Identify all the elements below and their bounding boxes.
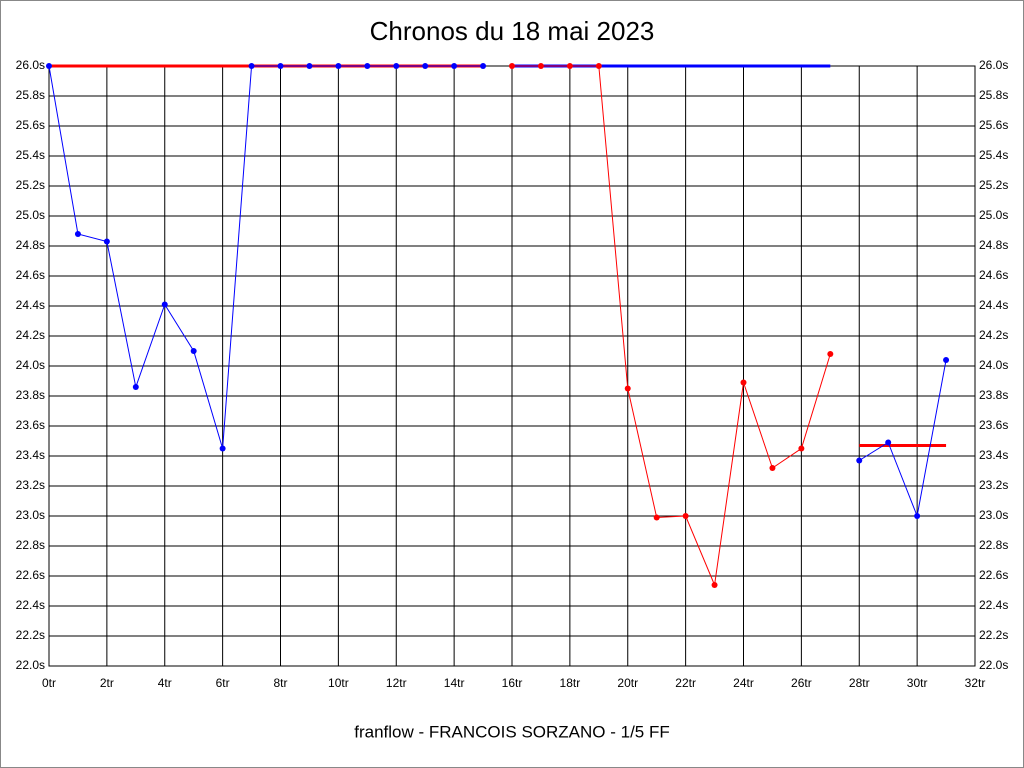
point xyxy=(451,63,458,69)
point xyxy=(306,63,313,69)
point xyxy=(769,465,776,471)
x-tick-label: 26tr xyxy=(791,676,812,690)
y-tick-label: 25.4s xyxy=(16,148,45,162)
x-tick-label: 32tr xyxy=(965,676,986,690)
point xyxy=(798,445,805,452)
x-tick-label: 18tr xyxy=(560,676,581,690)
x-tick-label: 10tr xyxy=(328,676,349,690)
y-tick-label: 24.8s xyxy=(16,238,45,252)
x-tick-label: 14tr xyxy=(444,676,465,690)
y2-tick-label: 25.4s xyxy=(979,148,1008,162)
y-tick-label: 22.2s xyxy=(16,628,45,642)
chart-footer: franflow - FRANCOIS SORZANO - 1/5 FF xyxy=(354,722,670,741)
point xyxy=(537,63,544,69)
chart-title: Chronos du 18 mai 2023 xyxy=(370,16,655,46)
point xyxy=(885,439,892,446)
point xyxy=(277,63,284,69)
y-tick-label: 24.4s xyxy=(16,298,45,312)
x-tick-label: 28tr xyxy=(849,676,870,690)
point xyxy=(711,582,718,588)
y2-tick-label: 23.2s xyxy=(979,478,1008,492)
y-tick-label: 24.2s xyxy=(16,328,45,342)
point xyxy=(624,385,631,392)
point xyxy=(480,63,487,69)
point xyxy=(653,514,660,521)
point xyxy=(132,384,139,390)
point xyxy=(248,63,255,69)
x-tick-label: 6tr xyxy=(216,676,230,690)
point xyxy=(364,63,371,69)
y-tick-label: 22.0s xyxy=(16,658,45,672)
x-tick-label: 4tr xyxy=(158,676,172,690)
point xyxy=(740,379,747,386)
x-tick-label: 20tr xyxy=(617,676,638,690)
y-tick-label: 25.0s xyxy=(16,208,45,222)
point xyxy=(566,63,573,69)
y-tick-label: 25.6s xyxy=(16,118,45,132)
y2-tick-label: 24.2s xyxy=(979,328,1008,342)
y2-tick-label: 22.4s xyxy=(979,598,1008,612)
y-tick-label: 23.8s xyxy=(16,388,45,402)
y2-tick-label: 25.2s xyxy=(979,178,1008,192)
point xyxy=(393,63,400,69)
y2-tick-label: 23.6s xyxy=(979,418,1008,432)
point xyxy=(103,238,110,245)
y-tick-label: 22.4s xyxy=(16,598,45,612)
point xyxy=(856,457,863,464)
y-tick-label: 25.2s xyxy=(16,178,45,192)
y2-tick-label: 23.0s xyxy=(979,508,1008,522)
x-tick-label: 16tr xyxy=(502,676,523,690)
y-tick-label: 26.0s xyxy=(16,58,45,72)
y2-tick-label: 22.0s xyxy=(979,658,1008,672)
x-tick-label: 0tr xyxy=(42,676,56,690)
y-tick-label: 23.0s xyxy=(16,508,45,522)
y2-tick-label: 25.0s xyxy=(979,208,1008,222)
y-tick-label: 23.4s xyxy=(16,448,45,462)
point xyxy=(74,231,81,237)
x-tick-label: 22tr xyxy=(675,676,696,690)
x-tick-label: 24tr xyxy=(733,676,754,690)
y2-tick-label: 22.8s xyxy=(979,538,1008,552)
point xyxy=(422,63,429,69)
series-line xyxy=(512,65,831,587)
point xyxy=(509,63,515,69)
point xyxy=(914,513,921,519)
x-tick-label: 30tr xyxy=(907,676,928,690)
y-tick-label: 22.8s xyxy=(16,538,45,552)
point xyxy=(335,63,342,69)
point xyxy=(943,357,950,363)
y2-tick-label: 24.0s xyxy=(979,358,1008,372)
y2-tick-label: 24.8s xyxy=(979,238,1008,252)
point xyxy=(219,445,226,452)
point xyxy=(682,513,689,519)
y2-tick-label: 25.6s xyxy=(979,118,1008,132)
y2-tick-label: 23.4s xyxy=(979,448,1008,462)
x-tick-label: 12tr xyxy=(386,676,407,690)
y2-tick-label: 22.2s xyxy=(979,628,1008,642)
y-tick-label: 24.0s xyxy=(16,358,45,372)
y2-tick-label: 24.4s xyxy=(979,298,1008,312)
y-tick-label: 23.2s xyxy=(16,478,45,492)
y2-tick-label: 25.8s xyxy=(979,88,1008,102)
point xyxy=(190,348,197,354)
y2-tick-label: 26.0s xyxy=(979,58,1008,72)
y-tick-label: 23.6s xyxy=(16,418,45,432)
x-tick-label: 8tr xyxy=(273,676,287,690)
point xyxy=(161,301,168,308)
y2-tick-label: 23.8s xyxy=(979,388,1008,402)
y2-tick-label: 22.6s xyxy=(979,568,1008,582)
y-tick-label: 25.8s xyxy=(16,88,45,102)
point xyxy=(595,63,602,69)
y2-tick-label: 24.6s xyxy=(979,268,1008,282)
point xyxy=(46,63,52,69)
point xyxy=(827,351,834,357)
y-tick-label: 24.6s xyxy=(16,268,45,282)
series-line xyxy=(48,65,947,518)
x-tick-label: 2tr xyxy=(100,676,114,690)
y-tick-label: 22.6s xyxy=(16,568,45,582)
